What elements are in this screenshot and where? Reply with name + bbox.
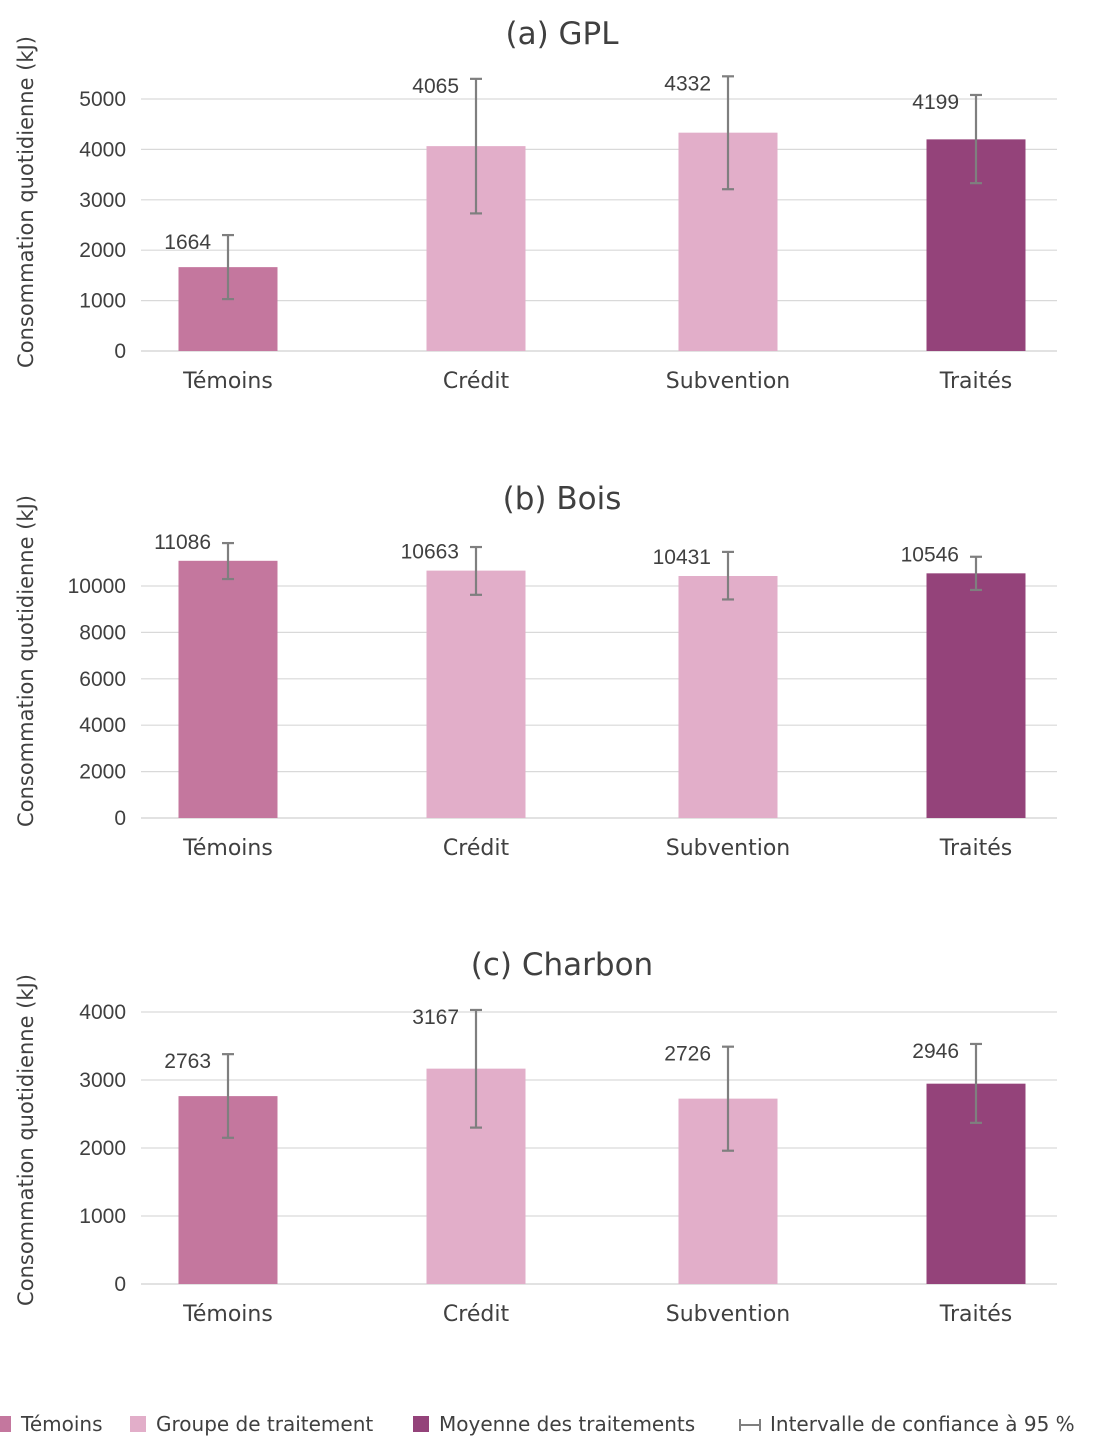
panel-title: (b) Bois <box>503 481 622 517</box>
x-tick-label: Crédit <box>443 836 510 861</box>
y-tick-label: 6000 <box>79 668 126 691</box>
error-bar <box>470 545 482 596</box>
panel-title: (c) Charbon <box>471 947 653 983</box>
x-tick-label: Subvention <box>666 1302 791 1327</box>
bar-témoins <box>178 560 278 818</box>
data-label: 3167 <box>412 1006 459 1029</box>
legend-label: Intervalle de confiance à 95 % <box>770 1412 1075 1436</box>
error-bar <box>722 550 734 601</box>
error-bar <box>222 1053 234 1139</box>
error-bar <box>222 233 234 301</box>
legend: Témoins Groupe de traitement Moyenne des t… <box>0 1412 1075 1436</box>
data-label: 4199 <box>912 91 959 114</box>
legend-swatch <box>413 1416 429 1432</box>
y-tick-label: 2000 <box>79 239 126 262</box>
legend-swatch <box>130 1416 146 1432</box>
legend-label: Moyenne des traitements <box>439 1412 695 1436</box>
legend-swatch <box>0 1416 11 1432</box>
y-tick-label: 1000 <box>79 1205 126 1228</box>
data-label: 2763 <box>164 1050 211 1073</box>
error-bar <box>722 1045 734 1152</box>
bar-traités <box>926 573 1026 818</box>
y-tick-label: 5000 <box>79 88 126 111</box>
error-bar <box>970 555 982 592</box>
x-tick-label: Traités <box>939 369 1012 394</box>
x-tick-label: Subvention <box>666 836 791 861</box>
data-label: 10663 <box>401 541 459 564</box>
x-tick-label: Crédit <box>443 1302 510 1327</box>
bar-crédit <box>426 570 526 818</box>
chart-panel-1: (a) GPL Consommation quotidienne (kJ) 0 100… <box>14 16 1057 394</box>
y-tick-label: 3000 <box>79 1069 126 1092</box>
data-label: 2726 <box>664 1043 711 1066</box>
y-tick-label: 8000 <box>79 621 126 644</box>
y-tick-label: 2000 <box>79 1137 126 1160</box>
y-tick-label: 0 <box>114 807 126 830</box>
data-label: 4065 <box>412 75 459 98</box>
y-axis-title: Consommation quotidienne (kJ) <box>14 974 38 1306</box>
legend-errorbar-icon <box>739 1419 761 1431</box>
data-label: 10546 <box>901 543 959 566</box>
y-tick-label: 2000 <box>79 761 126 784</box>
y-tick-label: 0 <box>114 1273 126 1296</box>
data-label: 1664 <box>164 231 211 254</box>
chart-panel-2: (b) Bois Consommation quotidienne (kJ) 0 20… <box>14 481 1057 861</box>
legend-label: Groupe de traitement <box>156 1412 373 1436</box>
error-bar <box>970 93 982 185</box>
x-tick-label: Témoins <box>182 836 273 861</box>
x-tick-label: Témoins <box>182 1302 273 1327</box>
error-bar <box>970 1042 982 1124</box>
x-tick-label: Traités <box>939 836 1012 861</box>
x-tick-label: Subvention <box>666 369 791 394</box>
y-axis-title: Consommation quotidienne (kJ) <box>14 36 38 368</box>
legend-label: Témoins <box>20 1412 103 1436</box>
panel-title: (a) GPL <box>505 16 619 52</box>
error-bar <box>470 77 482 215</box>
x-tick-label: Crédit <box>443 369 510 394</box>
y-tick-label: 3000 <box>79 189 126 212</box>
data-label: 10431 <box>653 546 711 569</box>
y-tick-label: 1000 <box>79 290 126 313</box>
bar-subvention <box>678 576 778 818</box>
y-tick-label: 10000 <box>68 575 126 598</box>
error-bar <box>722 75 734 191</box>
chart-panel-3: (c) Charbon Consommation quotidienne (kJ)… <box>14 947 1057 1327</box>
data-label: 2946 <box>912 1040 959 1063</box>
x-tick-label: Témoins <box>182 369 273 394</box>
y-tick-label: 4000 <box>79 1001 126 1024</box>
data-label: 11086 <box>154 531 211 554</box>
error-bar <box>222 541 234 581</box>
y-tick-label: 4000 <box>79 138 126 161</box>
x-tick-label: Traités <box>939 1302 1012 1327</box>
y-tick-label: 0 <box>114 340 126 363</box>
y-tick-label: 4000 <box>79 714 126 737</box>
error-bar <box>470 1008 482 1129</box>
data-label: 4332 <box>664 72 711 95</box>
y-axis-title: Consommation quotidienne (kJ) <box>14 495 38 827</box>
